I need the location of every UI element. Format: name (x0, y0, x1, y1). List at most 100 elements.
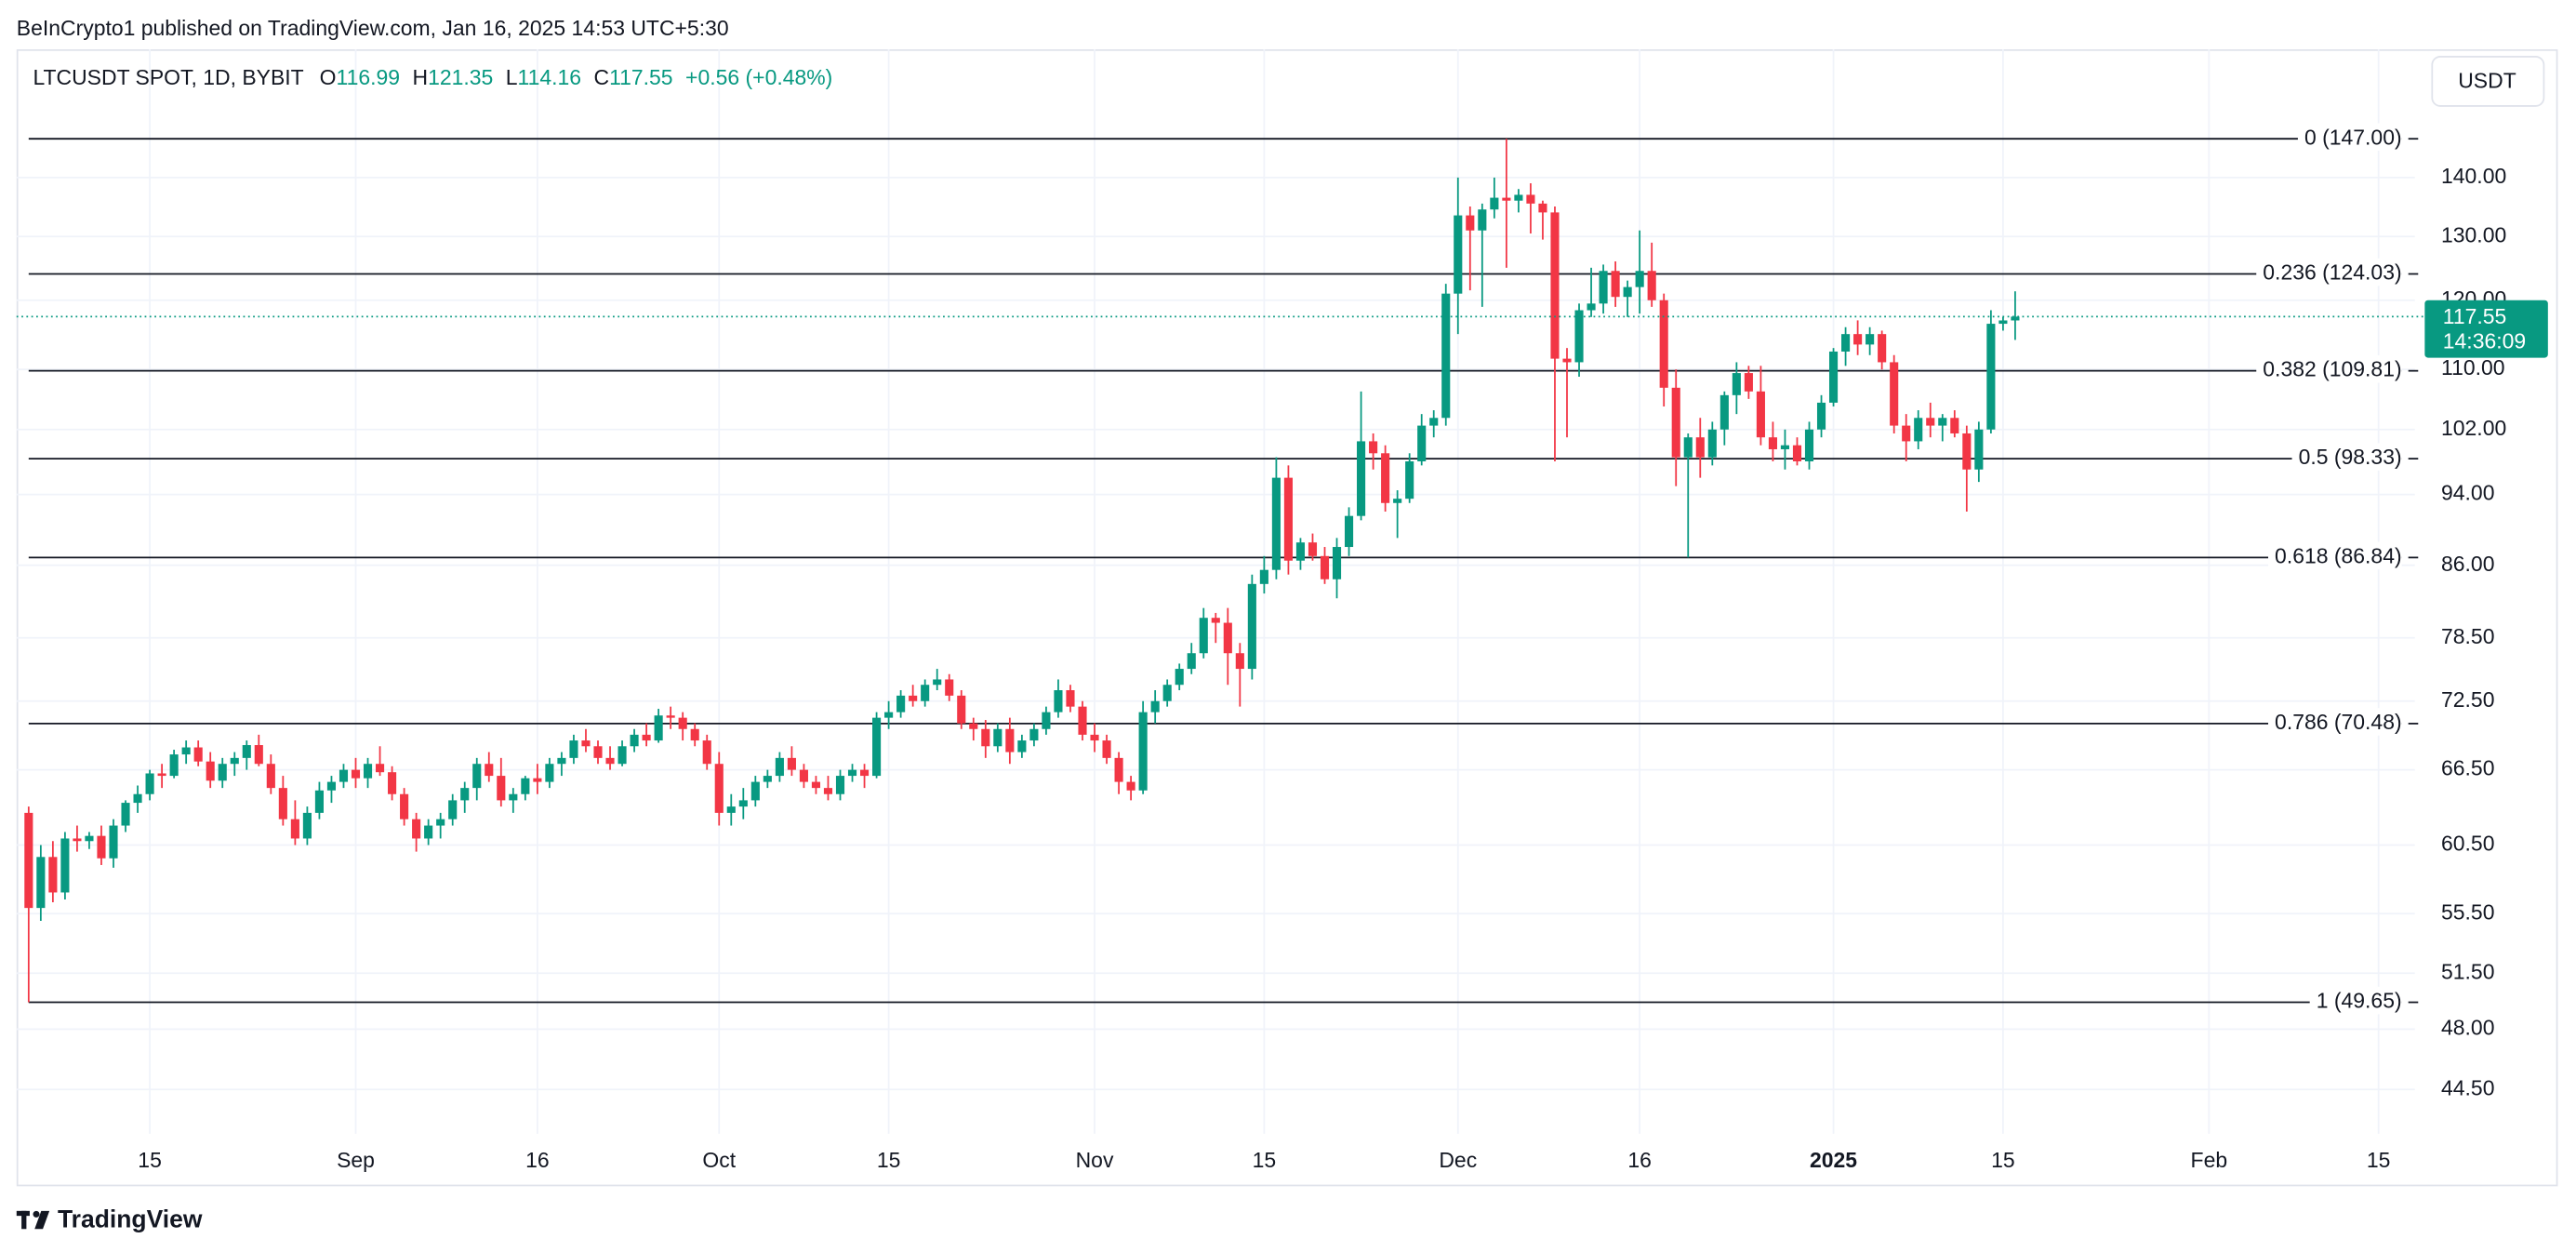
candle-body (1853, 334, 1863, 345)
candle-body (775, 757, 784, 777)
candle-body (1187, 653, 1196, 670)
l-value: 114.16 (518, 65, 582, 89)
candle-body (581, 740, 591, 747)
candle-body (1962, 433, 1972, 470)
candle-body (678, 717, 687, 729)
candle-body (993, 728, 1003, 747)
candle-body (497, 776, 506, 801)
candle-body (412, 819, 421, 839)
fib-label: 0 (147.00) (2304, 125, 2402, 149)
y-tick-label: 86.00 (2441, 552, 2494, 576)
candle-body (1405, 460, 1414, 499)
candle-body (557, 757, 566, 765)
candle-body (1235, 653, 1244, 670)
watermark-logo (16, 1210, 50, 1230)
candle-body (448, 800, 458, 819)
candle-body (1902, 425, 1911, 442)
candle-body (1162, 685, 1172, 701)
candle-body (1138, 712, 1148, 791)
candle-body (206, 761, 215, 781)
candle-body (617, 746, 627, 765)
fib-label-bg (2297, 123, 2402, 152)
candle-body (521, 778, 530, 794)
candle-body (326, 781, 337, 791)
candle-body (799, 769, 808, 782)
candle-body (1102, 740, 1111, 758)
candle-body (1574, 310, 1584, 363)
candle-body (896, 695, 906, 713)
y-tick-label: 44.50 (2441, 1075, 2494, 1099)
candle-body (1466, 215, 1475, 231)
symbol: LTCUSDT SPOT, 1D, BYBIT (33, 65, 303, 89)
candle-body (1841, 334, 1851, 352)
candle-body (1005, 728, 1015, 753)
watermark: TradingView (58, 1205, 203, 1232)
candle-body (169, 754, 179, 777)
candle-body (1344, 515, 1354, 548)
candle-body (835, 776, 845, 794)
candle-body (593, 746, 603, 758)
candle-body (472, 764, 482, 789)
fib-label-bg (2256, 354, 2402, 383)
candle-body (1211, 618, 1220, 623)
candle-body (1429, 418, 1439, 426)
candle-body (1502, 197, 1511, 201)
candle-body (339, 769, 349, 782)
candle-body (1550, 212, 1560, 359)
fib-levels: 0 (147.00) 0.236 (124.03) 0.382 (109.81) 0.… (28, 123, 2419, 1015)
candle-body (1562, 358, 1572, 363)
candle-body (193, 747, 203, 762)
candle-body (1441, 293, 1451, 419)
x-tick-label: Nov (1076, 1148, 1114, 1172)
fib-label-bg (2309, 986, 2402, 1015)
candle-body (1223, 622, 1232, 654)
candle-body (1150, 700, 1160, 713)
logo-part (33, 1210, 40, 1218)
x-tick-label: 15 (877, 1148, 901, 1172)
candle-body (642, 734, 651, 741)
candle-body (1780, 445, 1790, 449)
candle-body (1623, 286, 1632, 298)
candle-body (702, 740, 711, 765)
candle-body (1308, 542, 1318, 556)
candle-body (545, 764, 554, 782)
candle-body (847, 769, 857, 777)
candle-body (145, 773, 154, 794)
candle-body (266, 764, 275, 789)
candle-body (1393, 499, 1402, 503)
candle-body (1259, 569, 1268, 584)
candle-body (1683, 437, 1693, 458)
candle-body (1587, 303, 1596, 311)
y-tick-label: 140.00 (2441, 164, 2506, 188)
legend-header: LTCUSDT SPOT, 1D, BYBIT O116.99 H121.35 … (33, 65, 832, 89)
candle-body (654, 715, 663, 741)
y-tick-label: 78.50 (2441, 624, 2494, 648)
candle-body (750, 781, 760, 801)
fib-label: 0.382 (109.81) (2263, 357, 2401, 381)
x-tick-label: Sep (337, 1148, 375, 1172)
candle-body (230, 757, 239, 765)
o-label: O (320, 65, 337, 89)
currency-button[interactable] (2431, 56, 2545, 107)
y-tick-label: 48.00 (2441, 1016, 2494, 1040)
candle-body (884, 712, 894, 718)
candle-body (1866, 334, 1875, 345)
candle-body (1320, 555, 1330, 579)
candle-body (1175, 669, 1184, 686)
candle-body (1671, 387, 1680, 458)
candle-body (1635, 271, 1644, 287)
published-note: BeInCrypto1 published on TradingView.com… (17, 16, 729, 40)
candle-body (278, 788, 287, 819)
candle-body (48, 857, 58, 893)
candle-body (157, 773, 166, 777)
currency-label[interactable]: USDT (2458, 68, 2516, 92)
fib-label: 0.786 (70.48) (2275, 710, 2402, 734)
candle-body (1514, 194, 1523, 201)
candle-body (630, 734, 639, 747)
y-tick-label: 102.00 (2441, 416, 2506, 440)
candle-body (436, 819, 445, 826)
candle-body (1454, 215, 1463, 294)
x-tick-label: Oct (702, 1148, 736, 1172)
candle-body (388, 772, 397, 794)
